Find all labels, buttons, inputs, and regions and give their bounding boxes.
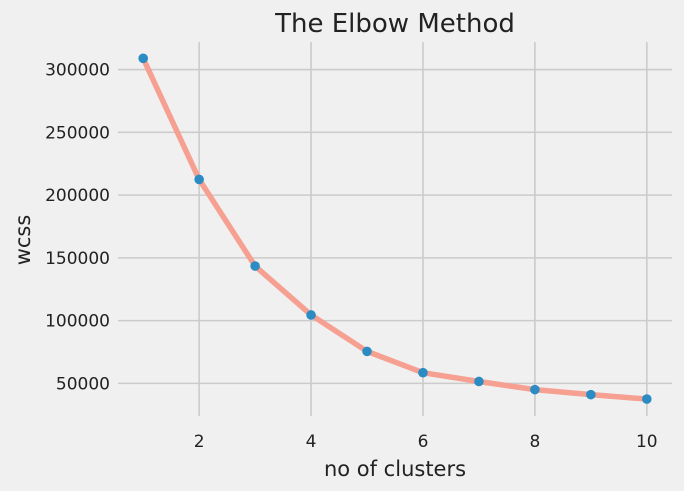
y-tick-label: 50000 <box>56 374 110 394</box>
data-points <box>138 53 652 404</box>
x-tick-labels: 2 4 6 8 10 <box>194 432 658 452</box>
x-tick-label: 2 <box>194 432 205 452</box>
chart-title: The Elbow Method <box>274 9 515 39</box>
data-point <box>530 384 540 395</box>
data-point <box>474 376 484 387</box>
x-tick-label: 6 <box>418 432 429 452</box>
data-point <box>194 174 204 185</box>
y-tick-label: 200000 <box>45 186 110 206</box>
series-line <box>140 55 650 402</box>
data-point <box>250 261 260 271</box>
data-point <box>306 310 316 320</box>
series-line-group <box>140 55 650 402</box>
y-tick-label: 250000 <box>45 123 110 143</box>
data-point <box>642 394 652 404</box>
data-point <box>362 346 372 357</box>
data-point <box>138 53 148 64</box>
x-tick-label: 10 <box>636 432 658 452</box>
x-tick-label: 4 <box>306 432 317 452</box>
x-tick-label: 8 <box>529 432 540 452</box>
y-tick-label: 150000 <box>45 249 110 269</box>
y-tick-label: 100000 <box>45 312 110 332</box>
grid <box>118 42 672 416</box>
data-point <box>586 389 596 400</box>
data-point <box>418 367 428 378</box>
y-tick-labels: 50000 100000 150000 200000 250000 300000 <box>45 61 110 395</box>
y-tick-label: 300000 <box>45 61 110 81</box>
y-axis-label: wcss <box>11 215 35 266</box>
x-axis-label: no of clusters <box>324 457 466 481</box>
